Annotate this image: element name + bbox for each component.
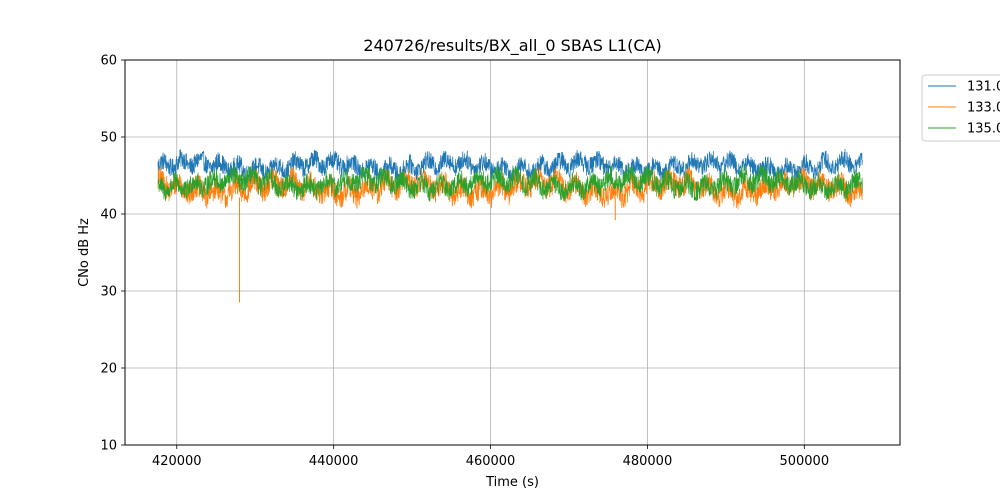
y-tick-label: 40 — [100, 208, 117, 223]
x-tick-label: 460000 — [466, 454, 516, 469]
x-tick-label: 500000 — [779, 454, 829, 469]
legend-label: 133.0 — [967, 101, 1000, 116]
x-tick-label: 480000 — [623, 454, 673, 469]
legend-box — [921, 74, 1000, 142]
legend-label: 135.0 — [967, 122, 1000, 137]
plot-frame — [124, 59, 901, 446]
y-tick-label: 10 — [100, 439, 117, 454]
series-line-135-0 — [157, 164, 863, 202]
y-tick-label: 60 — [100, 54, 117, 69]
y-tick-label: 50 — [100, 131, 117, 146]
legend-label: 131.0 — [967, 80, 1000, 95]
y-tick-label: 20 — [100, 362, 117, 377]
chart-title: 240726/results/BX_all_0 SBAS L1(CA) — [363, 36, 661, 56]
plot-area — [157, 149, 863, 303]
grid-lines — [125, 59, 900, 446]
y-axis-label: CNo dB Hz — [77, 218, 92, 287]
x-tick-label: 420000 — [152, 454, 202, 469]
x-axis-label: Time (s) — [485, 475, 539, 490]
y-tick-label: 30 — [100, 285, 117, 300]
axis-ticks: 420000 440000 460000 480000 500000 10 20 30 40 50… — [100, 54, 829, 470]
x-tick-label: 440000 — [309, 454, 359, 469]
legend: 131.0 133.0 135.0 — [921, 74, 1000, 142]
